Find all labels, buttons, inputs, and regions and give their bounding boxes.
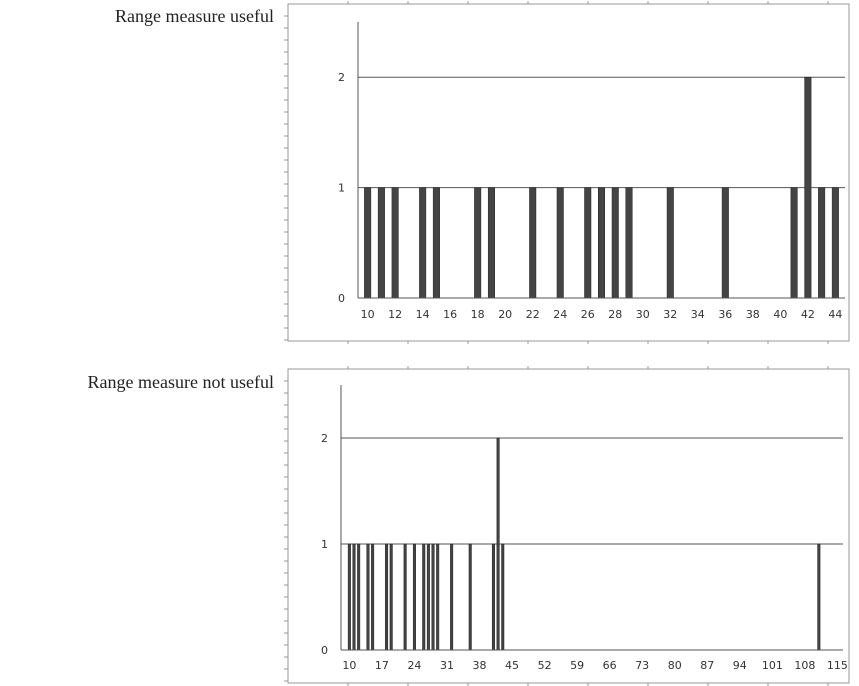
bar	[426, 543, 430, 651]
bar	[347, 543, 351, 651]
y-tick-label: 1	[338, 182, 345, 195]
y-tick-label: 0	[338, 292, 345, 305]
bar	[436, 543, 440, 651]
x-tick-label: 26	[581, 308, 595, 321]
bar	[389, 543, 393, 651]
x-tick-label: 108	[794, 659, 815, 672]
x-tick-label: 45	[505, 659, 519, 672]
bar	[391, 187, 399, 299]
x-tick-label: 16	[443, 308, 457, 321]
x-tick-label: 30	[636, 308, 650, 321]
bar	[529, 187, 537, 299]
bar	[431, 543, 435, 651]
x-tick-label: 42	[801, 308, 815, 321]
x-tick-label: 14	[416, 308, 430, 321]
y-tick-label: 0	[321, 644, 328, 657]
x-tick-label: 38	[473, 659, 487, 672]
x-tick-label: 80	[668, 659, 682, 672]
bar	[385, 543, 389, 651]
bar	[474, 187, 482, 299]
bar	[412, 543, 416, 651]
bar	[666, 187, 674, 299]
x-tick-label: 22	[526, 308, 540, 321]
bar	[496, 437, 500, 651]
bar	[598, 187, 605, 299]
bar	[491, 543, 495, 651]
x-tick-label: 20	[498, 308, 512, 321]
x-tick-label: 31	[440, 659, 454, 672]
x-tick-label: 87	[700, 659, 714, 672]
bar	[371, 543, 375, 651]
bar	[625, 187, 633, 299]
x-tick-label: 10	[361, 308, 375, 321]
x-tick-label: 66	[603, 659, 617, 672]
bar	[790, 187, 798, 299]
y-tick-label: 2	[338, 71, 345, 84]
bar	[468, 543, 472, 651]
x-tick-label: 10	[342, 659, 356, 672]
x-tick-label: 40	[773, 308, 787, 321]
x-tick-label: 17	[375, 659, 389, 672]
x-tick-label: 28	[608, 308, 622, 321]
x-tick-label: 24	[407, 659, 421, 672]
bar	[831, 187, 839, 299]
bar	[804, 76, 812, 299]
x-tick-label: 38	[746, 308, 760, 321]
chart-2-label: Range measure not useful	[87, 372, 274, 392]
x-tick-label: 73	[635, 659, 649, 672]
x-tick-label: 32	[663, 308, 677, 321]
bar	[584, 187, 592, 299]
chart-frame	[287, 3, 850, 342]
bar	[818, 187, 826, 299]
x-tick-label: 18	[471, 308, 485, 321]
bar	[366, 543, 370, 651]
chart-1-label: Range measure useful	[115, 6, 274, 26]
bar	[377, 187, 385, 299]
bar	[422, 543, 426, 651]
y-tick-label: 1	[321, 538, 328, 551]
x-tick-label: 44	[828, 308, 842, 321]
x-tick-label: 12	[388, 308, 402, 321]
x-tick-label: 34	[691, 308, 705, 321]
bar	[432, 187, 440, 299]
x-tick-label: 59	[570, 659, 584, 672]
bar	[403, 543, 407, 651]
chart-frame	[287, 368, 850, 684]
x-tick-label: 115	[827, 659, 848, 672]
x-tick-label: 36	[718, 308, 732, 321]
bar	[352, 543, 356, 651]
bar	[487, 187, 495, 299]
x-tick-label: 24	[553, 308, 567, 321]
bar	[817, 543, 821, 651]
x-tick-label: 94	[733, 659, 747, 672]
bar	[721, 187, 729, 299]
bar	[357, 543, 361, 651]
y-tick-label: 2	[321, 432, 328, 445]
x-tick-label: 52	[538, 659, 552, 672]
bar	[419, 187, 427, 299]
bar	[364, 187, 372, 299]
bar	[611, 187, 619, 299]
chart-range-not-useful: 0 1 2 10 17 24 31 38 45 52 59 66 73 80 87 94 101 108 115	[284, 366, 850, 686]
bar	[501, 543, 505, 651]
x-tick-label: 101	[762, 659, 783, 672]
bar	[450, 543, 454, 651]
bar	[556, 187, 564, 299]
